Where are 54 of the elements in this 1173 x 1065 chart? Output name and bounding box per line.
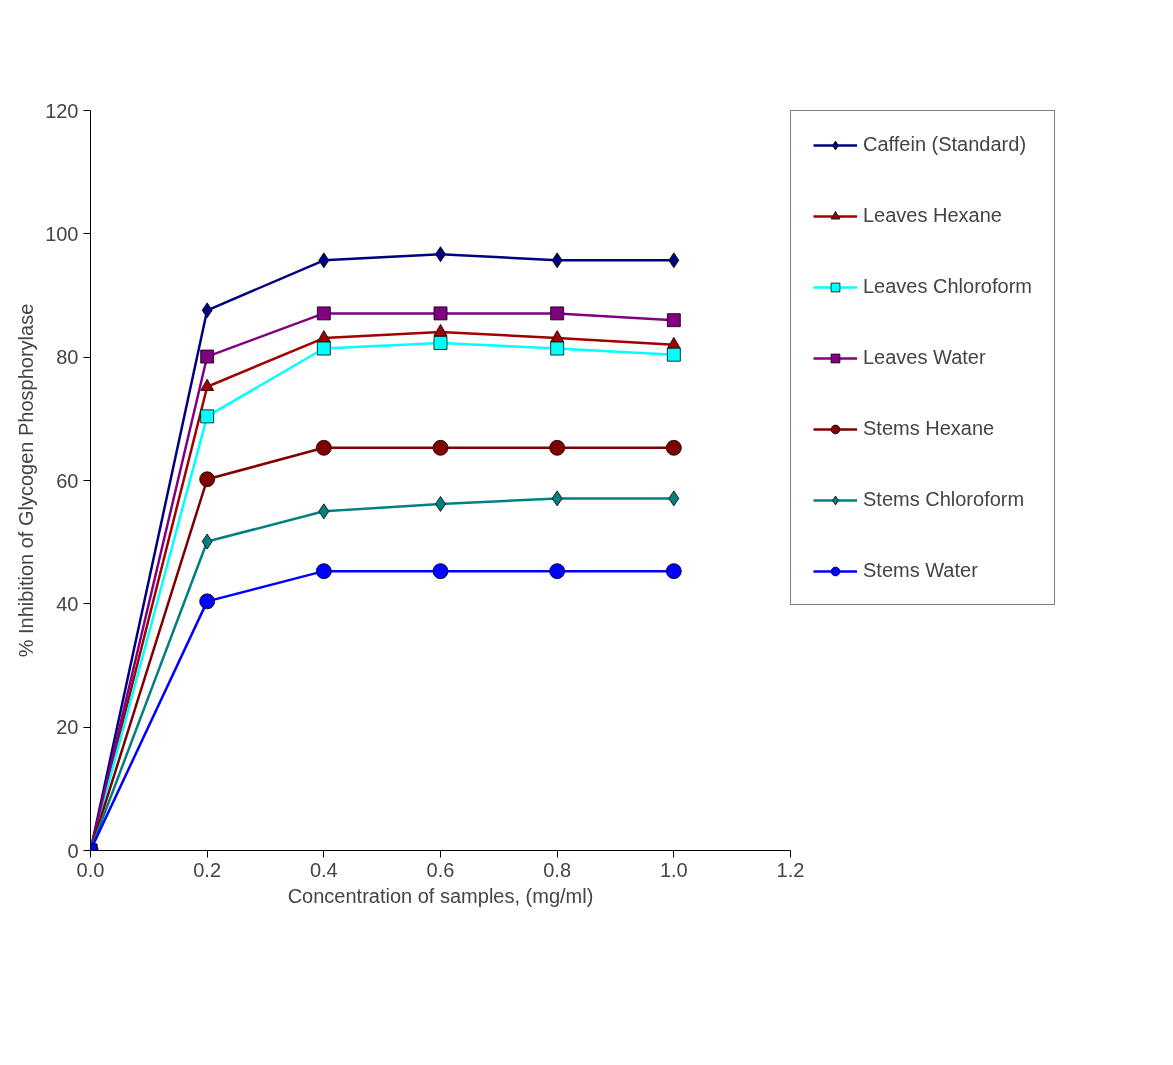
x-tick-label: 1.2 xyxy=(776,858,805,881)
point xyxy=(668,490,680,507)
point xyxy=(318,252,330,269)
point xyxy=(200,409,215,424)
y-tick-label: 100 xyxy=(45,222,79,245)
point xyxy=(200,349,215,364)
point xyxy=(201,533,213,550)
y-tick-label: 0 xyxy=(67,839,79,862)
y-tick-label: 120 xyxy=(45,99,79,122)
point xyxy=(316,330,331,343)
point xyxy=(550,341,565,356)
legend-label: Stems Water xyxy=(863,559,978,582)
point xyxy=(668,252,680,269)
legend-label: Leaves Water xyxy=(863,346,986,369)
point xyxy=(199,593,216,610)
point xyxy=(550,306,565,321)
point xyxy=(315,439,332,456)
y-tick-label: 20 xyxy=(56,716,79,739)
y-tick-label: 80 xyxy=(56,346,79,369)
point xyxy=(433,306,448,321)
y-tick-label: 60 xyxy=(56,469,79,492)
x-tick-label: 0.4 xyxy=(309,858,338,881)
point xyxy=(666,347,681,362)
legend-label: Stems Hexane xyxy=(863,417,995,440)
point xyxy=(318,503,330,520)
point xyxy=(549,563,566,580)
legend-label: Caffein (Standard) xyxy=(863,133,1027,156)
point xyxy=(551,490,563,507)
point xyxy=(551,252,563,269)
point xyxy=(665,563,682,580)
point xyxy=(550,330,565,343)
x-axis-title: Concentration of samples, (mg/ml) xyxy=(287,884,594,907)
x-tick-label: 1.0 xyxy=(659,858,688,881)
point xyxy=(432,563,449,580)
point xyxy=(433,323,448,337)
legend-label: Stems Chloroform xyxy=(863,488,1025,511)
point xyxy=(665,439,682,456)
x-tick-label: 0.2 xyxy=(193,858,222,881)
legend-label: Leaves Chloroform xyxy=(863,275,1032,298)
point xyxy=(199,471,216,488)
x-tick-label: 0.6 xyxy=(426,858,455,881)
y-axis-title: % Inhibition of Glycogen Phosphorylase xyxy=(15,303,38,658)
x-tick-label: 0.8 xyxy=(543,858,572,881)
legend-label: Leaves Hexane xyxy=(863,204,1002,227)
point xyxy=(201,302,213,319)
x-tick-label: 0.0 xyxy=(76,858,105,881)
point xyxy=(666,313,681,328)
point xyxy=(433,336,448,350)
y-tick-label: 40 xyxy=(56,592,79,615)
point xyxy=(549,439,566,456)
point xyxy=(316,341,331,356)
point xyxy=(316,306,331,321)
point xyxy=(315,563,332,580)
point xyxy=(432,439,449,456)
